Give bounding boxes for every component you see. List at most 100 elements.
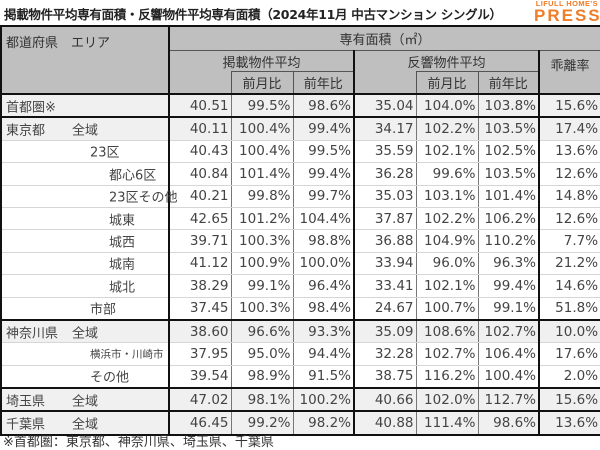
response-yoy: 102.5% [477, 140, 540, 164]
response-yoy: 103.5% [477, 117, 540, 141]
response-yoy: 99.1% [477, 297, 540, 321]
header-response-mom: 前月比 [415, 71, 479, 95]
gap-rate: 21.2% [538, 252, 600, 276]
listed-average: 39.54 [168, 365, 232, 390]
row-label: 都心6区 [0, 162, 170, 186]
table-row: 都心6区 40.84 101.4% 99.4% 36.28 99.6% 103.… [0, 162, 600, 186]
response-yoy: 102.7% [477, 319, 540, 344]
response-mom: 102.2% [415, 117, 479, 141]
row-label: 横浜市・川崎市 [0, 342, 170, 366]
row-label: 城北 [0, 274, 170, 298]
response-average: 35.03 [353, 185, 417, 208]
area-label: 横浜市・川崎市 [90, 348, 164, 361]
response-mom: 102.2% [415, 207, 479, 231]
listed-yoy: 99.5% [292, 140, 355, 164]
listed-average: 37.45 [168, 297, 232, 321]
table-row: 市部 37.45 100.3% 98.4% 24.67 100.7% 99.1%… [0, 297, 600, 321]
listed-yoy: 99.4% [292, 117, 355, 141]
table-row: 23区 40.43 100.4% 99.5% 35.59 102.1% 102.… [0, 140, 600, 164]
listed-mom: 100.4% [230, 117, 294, 141]
response-average: 35.04 [353, 94, 417, 119]
gap-rate: 17.6% [538, 342, 600, 366]
table-row: 神奈川県 全域 38.60 96.6% 93.3% 35.09 108.6% 10… [0, 319, 600, 344]
response-average: 34.17 [353, 117, 417, 141]
response-average: 38.75 [353, 365, 417, 390]
row-label: 神奈川県 全域 [0, 319, 170, 344]
response-mom: 116.2% [415, 365, 479, 390]
listed-mom: 100.9% [230, 252, 294, 276]
footnote: ※首都圏：東京都、神奈川県、埼玉県、千葉県 [3, 435, 274, 450]
response-yoy: 110.2% [477, 229, 540, 253]
area-label: 全域 [72, 326, 99, 342]
response-average: 40.66 [353, 388, 417, 413]
listed-yoy: 100.2% [292, 388, 355, 413]
row-label: 城東 [0, 207, 170, 231]
area-label: 城東 [109, 213, 136, 229]
listed-yoy: 98.4% [292, 297, 355, 321]
listed-mom: 101.2% [230, 207, 294, 231]
area-label: 城北 [109, 280, 136, 296]
response-mom: 102.7% [415, 342, 479, 366]
gap-rate: 2.0% [538, 365, 600, 390]
listed-average: 38.29 [168, 274, 232, 298]
row-label: 埼玉県 全域 [0, 388, 170, 413]
area-label: 城南 [109, 257, 136, 273]
gap-rate: 17.4% [538, 117, 600, 141]
area-label: 全域 [72, 123, 99, 139]
gap-rate: 10.0% [538, 319, 600, 344]
listed-mom: 98.9% [230, 365, 294, 390]
prefecture-label: 埼玉県 [6, 394, 46, 410]
listed-mom: 99.1% [230, 274, 294, 298]
header-area: 都道府県 エリア [0, 25, 170, 95]
data-table: 都道府県 エリア 専有面積（㎡） 掲載物件平均 反響物件平均 乖離率 前月比 前… [0, 25, 600, 436]
area-label: 23区 [90, 145, 120, 161]
listed-average: 42.65 [168, 207, 232, 231]
response-yoy: 103.8% [477, 94, 540, 119]
response-mom: 102.1% [415, 140, 479, 164]
listed-average: 40.43 [168, 140, 232, 164]
response-mom: 102.0% [415, 388, 479, 413]
listed-yoy: 104.4% [292, 207, 355, 231]
listed-yoy: 98.6% [292, 94, 355, 119]
prefecture-label: 千葉県 [6, 417, 46, 433]
listed-average: 38.60 [168, 319, 232, 344]
listed-mom: 99.2% [230, 411, 294, 436]
header-listed-value [168, 71, 232, 95]
area-label: 都心6区 [109, 168, 157, 184]
response-yoy: 106.2% [477, 207, 540, 231]
header-response-average: 反響物件平均 [353, 50, 540, 72]
logo-main-text: PRESS [534, 6, 600, 25]
response-mom: 104.0% [415, 94, 479, 119]
row-label: 城西 [0, 229, 170, 253]
table-row: 城西 39.71 100.3% 98.8% 36.88 104.9% 110.2… [0, 229, 600, 253]
gap-rate: 51.8% [538, 297, 600, 321]
response-yoy: 99.4% [477, 274, 540, 298]
header-listed-yoy: 前年比 [292, 71, 355, 95]
table-row: 首都圏※ 40.51 99.5% 98.6% 35.04 104.0% 103.… [0, 94, 600, 119]
prefecture-label: 首都圏※ [6, 100, 56, 116]
area-label: 城西 [109, 235, 136, 251]
listed-average: 40.21 [168, 185, 232, 208]
listed-average: 40.51 [168, 94, 232, 119]
table-row: 埼玉県 全域 47.02 98.1% 100.2% 40.66 102.0% 11… [0, 388, 600, 413]
header-gap-rate: 乖離率 [537, 50, 600, 95]
response-average: 33.41 [353, 274, 417, 298]
listed-yoy: 91.5% [292, 365, 355, 390]
header-floor-area: 専有面積（㎡） [167, 25, 600, 51]
listed-mom: 95.0% [230, 342, 294, 366]
gap-rate: 12.6% [538, 207, 600, 231]
listed-mom: 100.3% [230, 297, 294, 321]
response-yoy: 112.7% [477, 388, 540, 413]
brand-logo: LIFULL HOME'S PRESS [534, 0, 600, 25]
response-mom: 102.1% [415, 274, 479, 298]
header-response-yoy: 前年比 [477, 71, 540, 95]
listed-yoy: 99.7% [292, 185, 355, 208]
row-label: 首都圏※ [0, 94, 170, 119]
response-yoy: 98.6% [477, 411, 540, 436]
listed-average: 47.02 [168, 388, 232, 413]
listed-mom: 96.6% [230, 319, 294, 344]
listed-yoy: 96.4% [292, 274, 355, 298]
listed-average: 40.84 [168, 162, 232, 186]
area-label: 全域 [72, 417, 99, 433]
header-listed-average: 掲載物件平均 [168, 50, 355, 72]
